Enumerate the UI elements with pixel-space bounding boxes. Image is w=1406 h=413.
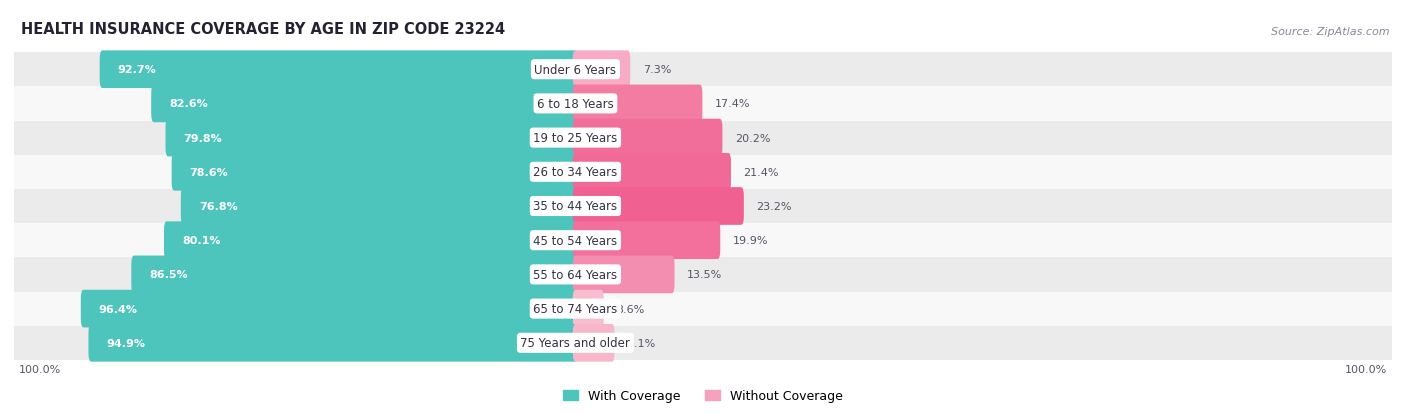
Text: 80.1%: 80.1% [181, 236, 221, 246]
Text: 75 Years and older: 75 Years and older [520, 337, 630, 349]
Text: 82.6%: 82.6% [169, 99, 208, 109]
Text: 19 to 25 Years: 19 to 25 Years [533, 132, 617, 145]
FancyBboxPatch shape [14, 223, 1392, 258]
Text: 96.4%: 96.4% [98, 304, 138, 314]
Text: 65 to 74 Years: 65 to 74 Years [533, 302, 617, 316]
FancyBboxPatch shape [572, 51, 630, 89]
FancyBboxPatch shape [14, 53, 1392, 87]
FancyBboxPatch shape [14, 258, 1392, 292]
Text: 3.6%: 3.6% [616, 304, 645, 314]
Text: 86.5%: 86.5% [149, 270, 188, 280]
Text: 26 to 34 Years: 26 to 34 Years [533, 166, 617, 179]
Text: HEALTH INSURANCE COVERAGE BY AGE IN ZIP CODE 23224: HEALTH INSURANCE COVERAGE BY AGE IN ZIP … [21, 22, 505, 37]
FancyBboxPatch shape [14, 292, 1392, 326]
Text: 55 to 64 Years: 55 to 64 Years [533, 268, 617, 281]
FancyBboxPatch shape [572, 290, 603, 328]
FancyBboxPatch shape [14, 87, 1392, 121]
Text: 6 to 18 Years: 6 to 18 Years [537, 97, 614, 111]
Text: 23.2%: 23.2% [756, 202, 792, 211]
FancyBboxPatch shape [166, 119, 578, 157]
Text: 100.0%: 100.0% [20, 364, 62, 374]
FancyBboxPatch shape [172, 154, 578, 191]
FancyBboxPatch shape [572, 188, 744, 225]
Text: 78.6%: 78.6% [190, 167, 228, 177]
FancyBboxPatch shape [14, 190, 1392, 223]
Text: 92.7%: 92.7% [118, 65, 156, 75]
Text: 20.2%: 20.2% [735, 133, 770, 143]
Text: 5.1%: 5.1% [627, 338, 655, 348]
FancyBboxPatch shape [80, 290, 578, 328]
FancyBboxPatch shape [89, 324, 578, 362]
Text: 7.3%: 7.3% [643, 65, 671, 75]
FancyBboxPatch shape [14, 155, 1392, 190]
FancyBboxPatch shape [572, 256, 675, 294]
Text: 19.9%: 19.9% [733, 236, 769, 246]
Text: Under 6 Years: Under 6 Years [534, 64, 616, 76]
FancyBboxPatch shape [572, 119, 723, 157]
FancyBboxPatch shape [572, 85, 703, 123]
Text: 100.0%: 100.0% [1344, 364, 1386, 374]
FancyBboxPatch shape [131, 256, 578, 294]
Text: Source: ZipAtlas.com: Source: ZipAtlas.com [1271, 27, 1389, 37]
FancyBboxPatch shape [572, 222, 720, 259]
FancyBboxPatch shape [14, 121, 1392, 155]
Text: 13.5%: 13.5% [688, 270, 723, 280]
FancyBboxPatch shape [152, 85, 578, 123]
Text: 76.8%: 76.8% [198, 202, 238, 211]
FancyBboxPatch shape [572, 324, 614, 362]
Text: 17.4%: 17.4% [716, 99, 751, 109]
FancyBboxPatch shape [100, 51, 578, 89]
Text: 79.8%: 79.8% [184, 133, 222, 143]
FancyBboxPatch shape [14, 326, 1392, 360]
Text: 35 to 44 Years: 35 to 44 Years [533, 200, 617, 213]
Text: 45 to 54 Years: 45 to 54 Years [533, 234, 617, 247]
FancyBboxPatch shape [181, 188, 578, 225]
Text: 21.4%: 21.4% [744, 167, 779, 177]
FancyBboxPatch shape [572, 154, 731, 191]
FancyBboxPatch shape [165, 222, 578, 259]
Text: 94.9%: 94.9% [107, 338, 145, 348]
Legend: With Coverage, Without Coverage: With Coverage, Without Coverage [558, 385, 848, 408]
